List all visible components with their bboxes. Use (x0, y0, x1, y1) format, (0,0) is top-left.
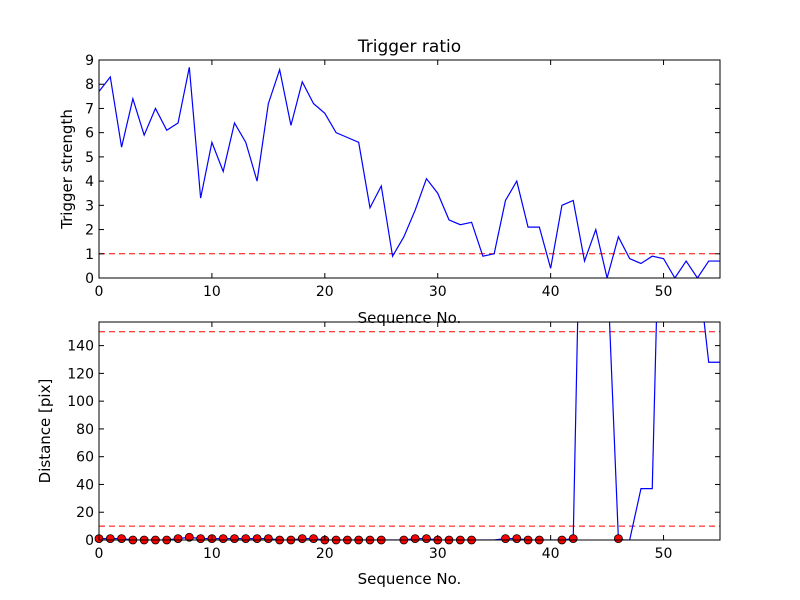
data-point-marker (184, 532, 194, 542)
data-point-marker (568, 534, 578, 544)
y-tick-label: 0 (85, 533, 94, 549)
x-tick-label: 50 (655, 546, 673, 562)
y-tick-label: 20 (76, 505, 94, 521)
data-point-marker (501, 534, 510, 544)
x-tick-label: 30 (429, 546, 447, 562)
x-tick-label: 40 (542, 546, 560, 562)
axes-frame (98, 321, 721, 541)
y-tick-label: 2 (85, 223, 94, 239)
x-axis-label-bottom: Sequence No. (358, 570, 462, 588)
x-tick-label: 10 (203, 546, 221, 562)
series-line (99, 322, 720, 540)
data-point-marker (105, 534, 115, 544)
y-tick-label: 7 (85, 101, 94, 117)
y-tick-label: 9 (85, 53, 94, 69)
data-point-marker (252, 534, 262, 544)
data-point-marker (218, 534, 228, 544)
series-line (99, 67, 720, 278)
data-point-marker (196, 534, 206, 544)
data-point-marker (241, 534, 251, 544)
plot-area (99, 322, 720, 540)
data-point-marker (309, 534, 318, 544)
y-tick-label: 0 (85, 271, 94, 287)
x-tick-label: 0 (95, 284, 104, 300)
data-point-marker (230, 534, 239, 544)
y-tick-label: 100 (67, 394, 94, 410)
y-axis-label-top: Trigger strength (58, 109, 76, 230)
x-tick-label: 40 (542, 284, 560, 300)
y-tick-label: 5 (85, 150, 94, 166)
x-tick-label: 20 (316, 284, 334, 300)
x-tick-label: 50 (655, 284, 673, 300)
x-axis-label-top: Sequence No. (358, 309, 462, 327)
y-axis-label-bottom: Distance [pix] (36, 379, 54, 484)
axes-frame (98, 59, 721, 279)
data-point-marker (613, 534, 623, 544)
y-tick-label: 3 (85, 198, 94, 214)
x-tick-label: 20 (316, 546, 334, 562)
y-tick-label: 1 (85, 247, 94, 263)
data-point-marker (512, 534, 522, 544)
plot-area (99, 67, 720, 278)
y-tick-label: 120 (67, 366, 94, 382)
y-tick-label: 60 (76, 450, 94, 466)
data-point-marker (173, 534, 183, 544)
data-point-marker (422, 534, 431, 544)
chart-title: Trigger ratio (357, 37, 461, 57)
y-tick-label: 40 (76, 477, 94, 493)
x-tick-label: 0 (95, 546, 104, 562)
data-point-marker (263, 534, 273, 544)
x-tick-label: 10 (203, 284, 221, 300)
trigger-strength-panel: 0 10 20 30 40 50 0 1 2 3 4 5 6 7 8 9 (85, 53, 721, 300)
y-tick-label: 6 (85, 126, 94, 142)
x-tick-label: 30 (429, 284, 447, 300)
y-tick-label: 140 (67, 339, 94, 355)
y-tick-label: 80 (76, 422, 94, 438)
data-point-marker (297, 534, 307, 544)
distance-panel: 0 10 20 30 40 50 0 20 40 60 80 100 120 140 (67, 321, 721, 562)
y-tick-label: 4 (85, 174, 94, 190)
data-point-marker (410, 534, 420, 544)
data-point-marker (117, 534, 126, 544)
y-tick-label: 8 (85, 77, 94, 93)
